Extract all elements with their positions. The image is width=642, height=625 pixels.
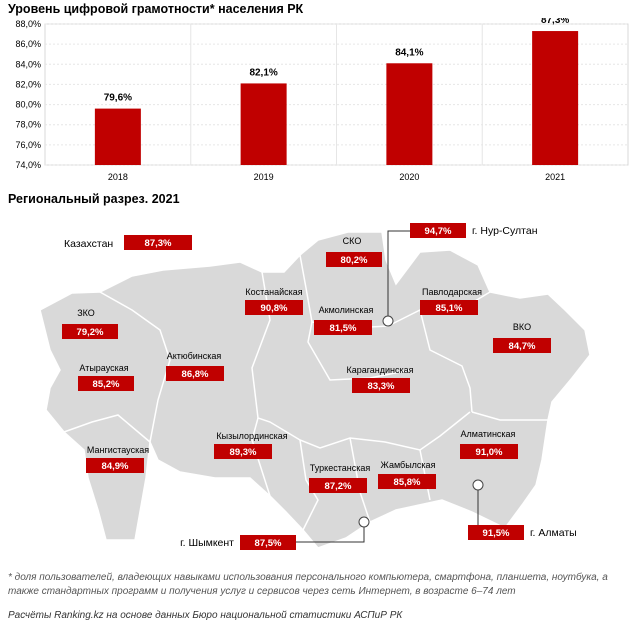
y-tick-label: 76,0% [15,140,41,150]
almaty-value: 91,5% [483,528,510,539]
data-labels: 79,6% 82,1% 84,1% 87,3% [104,18,570,104]
nursultan-value-box [410,223,466,238]
region-name: Туркестанская [310,463,371,473]
region-value: 79,2% [77,327,104,338]
region-value: 80,2% [341,255,368,266]
regional-title: Региональный разрез. 2021 [8,192,180,206]
x-tick-label-2019: 2019 [254,172,274,182]
x-tick-label-2018: 2018 [108,172,128,182]
region-value-box [314,320,372,335]
region-value: 85,1% [436,303,463,314]
grid [45,23,628,166]
bar-2019 [240,83,287,165]
shymkent-value: 87,5% [255,538,282,549]
bar-chart: 74,0% 76,0% 78,0% 80,0% 82,0% 84,0% 86,0% 88,0%… [15,18,629,182]
y-tick-label: 86,0% [15,39,41,49]
region-value: 84,7% [509,341,536,352]
region-value-box [214,444,272,459]
region-name: Актюбинская [167,351,222,361]
kazakhstan-map: Казахстан 87,3% СКО 80,2% Костанайская 90,8% А… [39,223,591,550]
bar-2021 [532,31,579,165]
region-value: 84,9% [102,461,129,472]
region-value-box [309,478,367,493]
nursultan-connector [387,230,410,321]
region-value: 83,3% [368,381,395,392]
nursultan-marker [382,315,394,327]
region-value-box [245,300,303,315]
region-value-box [166,366,224,381]
shymkent-connector [296,522,365,543]
region-name: СКО [343,236,362,246]
region-value: 85,2% [93,379,120,390]
bar-2020 [386,63,433,165]
region-value: 85,8% [394,477,421,488]
region-name: Алматинская [461,429,516,439]
region-name: Мангистауская [87,445,149,455]
bar-2018 [94,108,141,165]
region-value-box [378,474,436,489]
x-axis: 2018 2019 2020 2021 [108,172,565,182]
data-label-2020: 84,1% [395,47,423,58]
y-tick-label: 82,0% [15,79,41,89]
region-name: ЗКО [77,308,95,318]
region-name: Акмолинская [319,305,374,315]
y-tick-label: 84,0% [15,59,41,69]
data-label-2019: 82,1% [249,67,277,78]
region-value: 87,2% [325,481,352,492]
region-name: Атырауская [79,363,128,373]
chart-title: Уровень цифровой грамотности* населения … [8,2,304,16]
bars [94,31,579,165]
nursultan-value: 94,7% [425,226,452,237]
region-value: 91,0% [476,447,503,458]
city-markers [358,315,484,528]
y-axis: 74,0% 76,0% 78,0% 80,0% 82,0% 84,0% 86,0% 88,0% [15,19,41,170]
city-connectors [296,230,479,543]
shymkent-name: г. Шымкент [180,537,234,549]
kazakhstan-value-box [124,235,192,250]
region-value-box [78,376,134,391]
footnote: * доля пользователей, владеющих навыками… [8,572,608,597]
y-tick-label: 78,0% [15,120,41,130]
region-name: Костанайская [245,287,302,297]
region-value: 89,3% [230,447,257,458]
x-tick-label-2020: 2020 [399,172,419,182]
kazakhstan-value: 87,3% [145,238,172,249]
region-value: 81,5% [330,323,357,334]
almaty-marker [472,479,484,491]
shymkent-marker [358,516,370,528]
data-label-2021: 87,3% [541,18,569,26]
region-value-box [493,338,551,353]
region-value: 86,8% [182,369,209,380]
region-value-box [352,378,410,393]
y-tick-label: 88,0% [15,19,41,29]
shymkent-value-box [240,535,296,550]
x-tick-label-2021: 2021 [545,172,565,182]
data-label-2018: 79,6% [104,93,132,104]
region-name: Жамбылская [381,460,436,470]
region-value-box [460,444,518,459]
kazakhstan-name: Казахстан [64,238,113,250]
almaty-value-box [468,525,524,540]
region-name: ВКО [513,322,531,332]
region-name: Кызылординская [216,431,287,441]
nursultan-name: г. Нур-Султан [472,225,538,237]
region-value-box [62,324,118,339]
region-name: Карагандинская [346,365,413,375]
y-tick-label: 74,0% [15,160,41,170]
region-name: Павлодарская [422,287,482,297]
region-value-box [420,300,478,315]
almaty-name: г. Алматы [530,527,577,539]
source-note: Расчёты Ranking.kz на основе данных Бюро… [8,610,403,621]
region-value-box [86,458,144,473]
y-tick-label: 80,0% [15,100,41,110]
region-value-box [326,252,382,267]
region-value: 90,8% [261,303,288,314]
